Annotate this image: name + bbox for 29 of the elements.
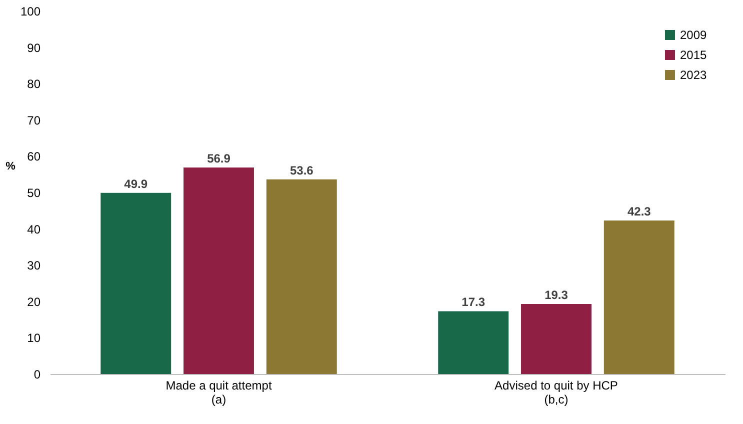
y-tick-label: 10	[27, 331, 41, 346]
bar	[266, 179, 337, 374]
x-tick-label: Made a quit attempt (a)	[166, 378, 272, 406]
data-label: 49.9	[124, 176, 148, 191]
data-label: 19.3	[544, 288, 568, 302]
bar	[521, 304, 592, 374]
y-tick-label: 30	[27, 258, 41, 273]
legend-label: 2023	[680, 68, 708, 82]
y-tick-label: 100	[20, 4, 41, 18]
data-label: 17.3	[462, 295, 486, 310]
bar	[604, 220, 674, 374]
y-tick-label: 70	[27, 113, 41, 128]
bar	[438, 311, 509, 374]
data-label: 42.3	[627, 204, 652, 218]
data-label: 56.9	[207, 151, 231, 166]
bar	[100, 192, 172, 374]
y-axis-title: %	[6, 160, 16, 172]
y-tick-label: 60	[27, 150, 41, 164]
y-tick-label: 0	[34, 368, 41, 382]
legend-label: 2015	[680, 48, 708, 62]
y-tick-label: 40	[27, 222, 41, 236]
data-label: 53.6	[290, 163, 314, 178]
y-tick-label: 20	[27, 294, 41, 309]
bar	[184, 167, 254, 374]
y-tick-label: 80	[27, 77, 41, 92]
legend-label: 2009	[680, 28, 708, 42]
y-tick-label: 50	[27, 186, 41, 200]
x-tick-label: Advised to quit by HCP (b,c)	[494, 378, 618, 406]
y-tick-label: 90	[27, 40, 41, 55]
